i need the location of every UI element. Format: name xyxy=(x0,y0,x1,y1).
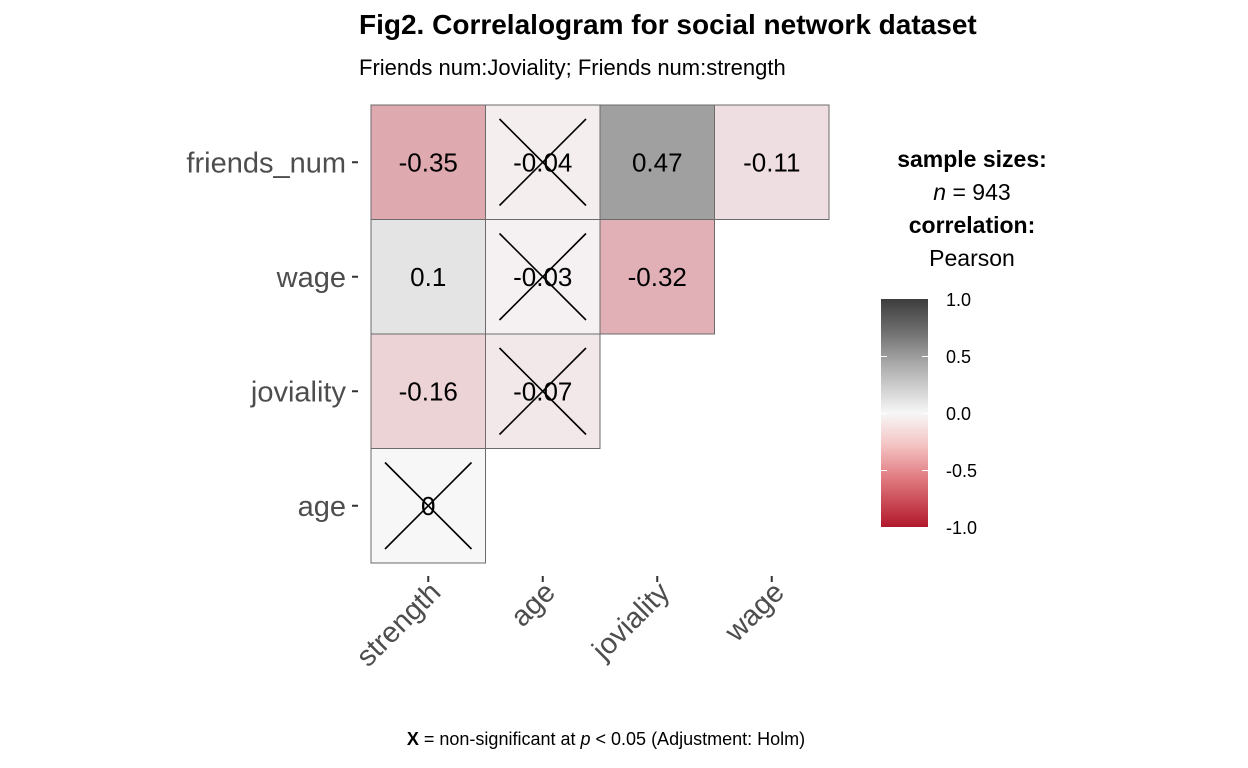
x-axis-tick-label: age xyxy=(505,576,562,633)
caption: X = non-significant at p < 0.05 (Adjustm… xyxy=(0,729,1212,750)
heatmap-cell xyxy=(599,104,715,220)
n-symbol: n xyxy=(933,179,947,205)
legend: sample sizes: n = 943 correlation: Pears… xyxy=(852,143,1092,275)
cell-value-label: -0.07 xyxy=(513,376,572,406)
correlation-label: correlation: xyxy=(908,212,1036,238)
colorbar-tick xyxy=(922,413,928,414)
y-axis-tick-label: wage xyxy=(276,262,346,294)
sample-size-value: n = 943 xyxy=(852,176,1092,209)
caption-text-2: < 0.05 (Adjustment: Holm) xyxy=(590,729,806,749)
x-axis-tick-label: joviality xyxy=(586,576,677,667)
caption-p: p xyxy=(580,729,591,749)
cell-value-label: -0.32 xyxy=(628,262,687,292)
cell-value-label: 0.47 xyxy=(632,147,683,177)
colorbar-gradient xyxy=(881,299,928,527)
colorbar-tick xyxy=(922,470,928,471)
cell-value-label: 0 xyxy=(421,491,435,521)
cell-value-label: -0.04 xyxy=(513,147,572,177)
nonsignificant-cross xyxy=(498,347,587,436)
cell-value-label: -0.11 xyxy=(743,147,800,177)
chart-subtitle: Friends num:Joviality; Friends num:stren… xyxy=(359,55,786,80)
caption-x-mark: X xyxy=(406,729,419,749)
colorbar-tick xyxy=(881,356,887,357)
cell-value-label: 0.1 xyxy=(410,262,446,292)
n-value: = 943 xyxy=(946,179,1011,205)
colorbar-tick-label: 0.0 xyxy=(946,404,972,424)
cell-value-label: -0.03 xyxy=(513,262,572,292)
cell-value-label: -0.16 xyxy=(399,376,458,406)
heatmap-cell xyxy=(714,104,830,220)
colorbar-tick-label: -1.0 xyxy=(946,518,978,538)
y-axis-tick-label: joviality xyxy=(250,376,347,408)
heatmap-cell xyxy=(370,333,486,449)
colorbar-tick-label: -0.5 xyxy=(946,461,978,481)
colorbar xyxy=(881,299,928,527)
correlation-method: Pearson xyxy=(929,245,1015,271)
x-axis-tick-label: wage xyxy=(718,576,790,648)
colorbar-tick xyxy=(881,413,887,414)
nonsignificant-cross xyxy=(384,461,473,550)
caption-text-1: = non-significant at xyxy=(418,729,581,749)
sample-sizes-label: sample sizes: xyxy=(897,146,1047,172)
x-axis-tick-label: strength xyxy=(350,576,447,673)
colorbar-tick xyxy=(881,470,887,471)
colorbar-tick-label: 0.5 xyxy=(946,347,972,367)
y-axis-tick-label: friends_num xyxy=(186,147,346,179)
colorbar-tick-label: 1.0 xyxy=(946,290,972,310)
nonsignificant-cross xyxy=(498,118,587,207)
cell-value-label: -0.35 xyxy=(399,147,458,177)
chart-title: Fig2. Correlalogram for social network d… xyxy=(359,9,977,40)
heatmap-cell xyxy=(599,219,715,335)
y-axis-tick-label: age xyxy=(298,491,346,523)
nonsignificant-cross xyxy=(498,232,587,321)
colorbar-tick xyxy=(922,356,928,357)
